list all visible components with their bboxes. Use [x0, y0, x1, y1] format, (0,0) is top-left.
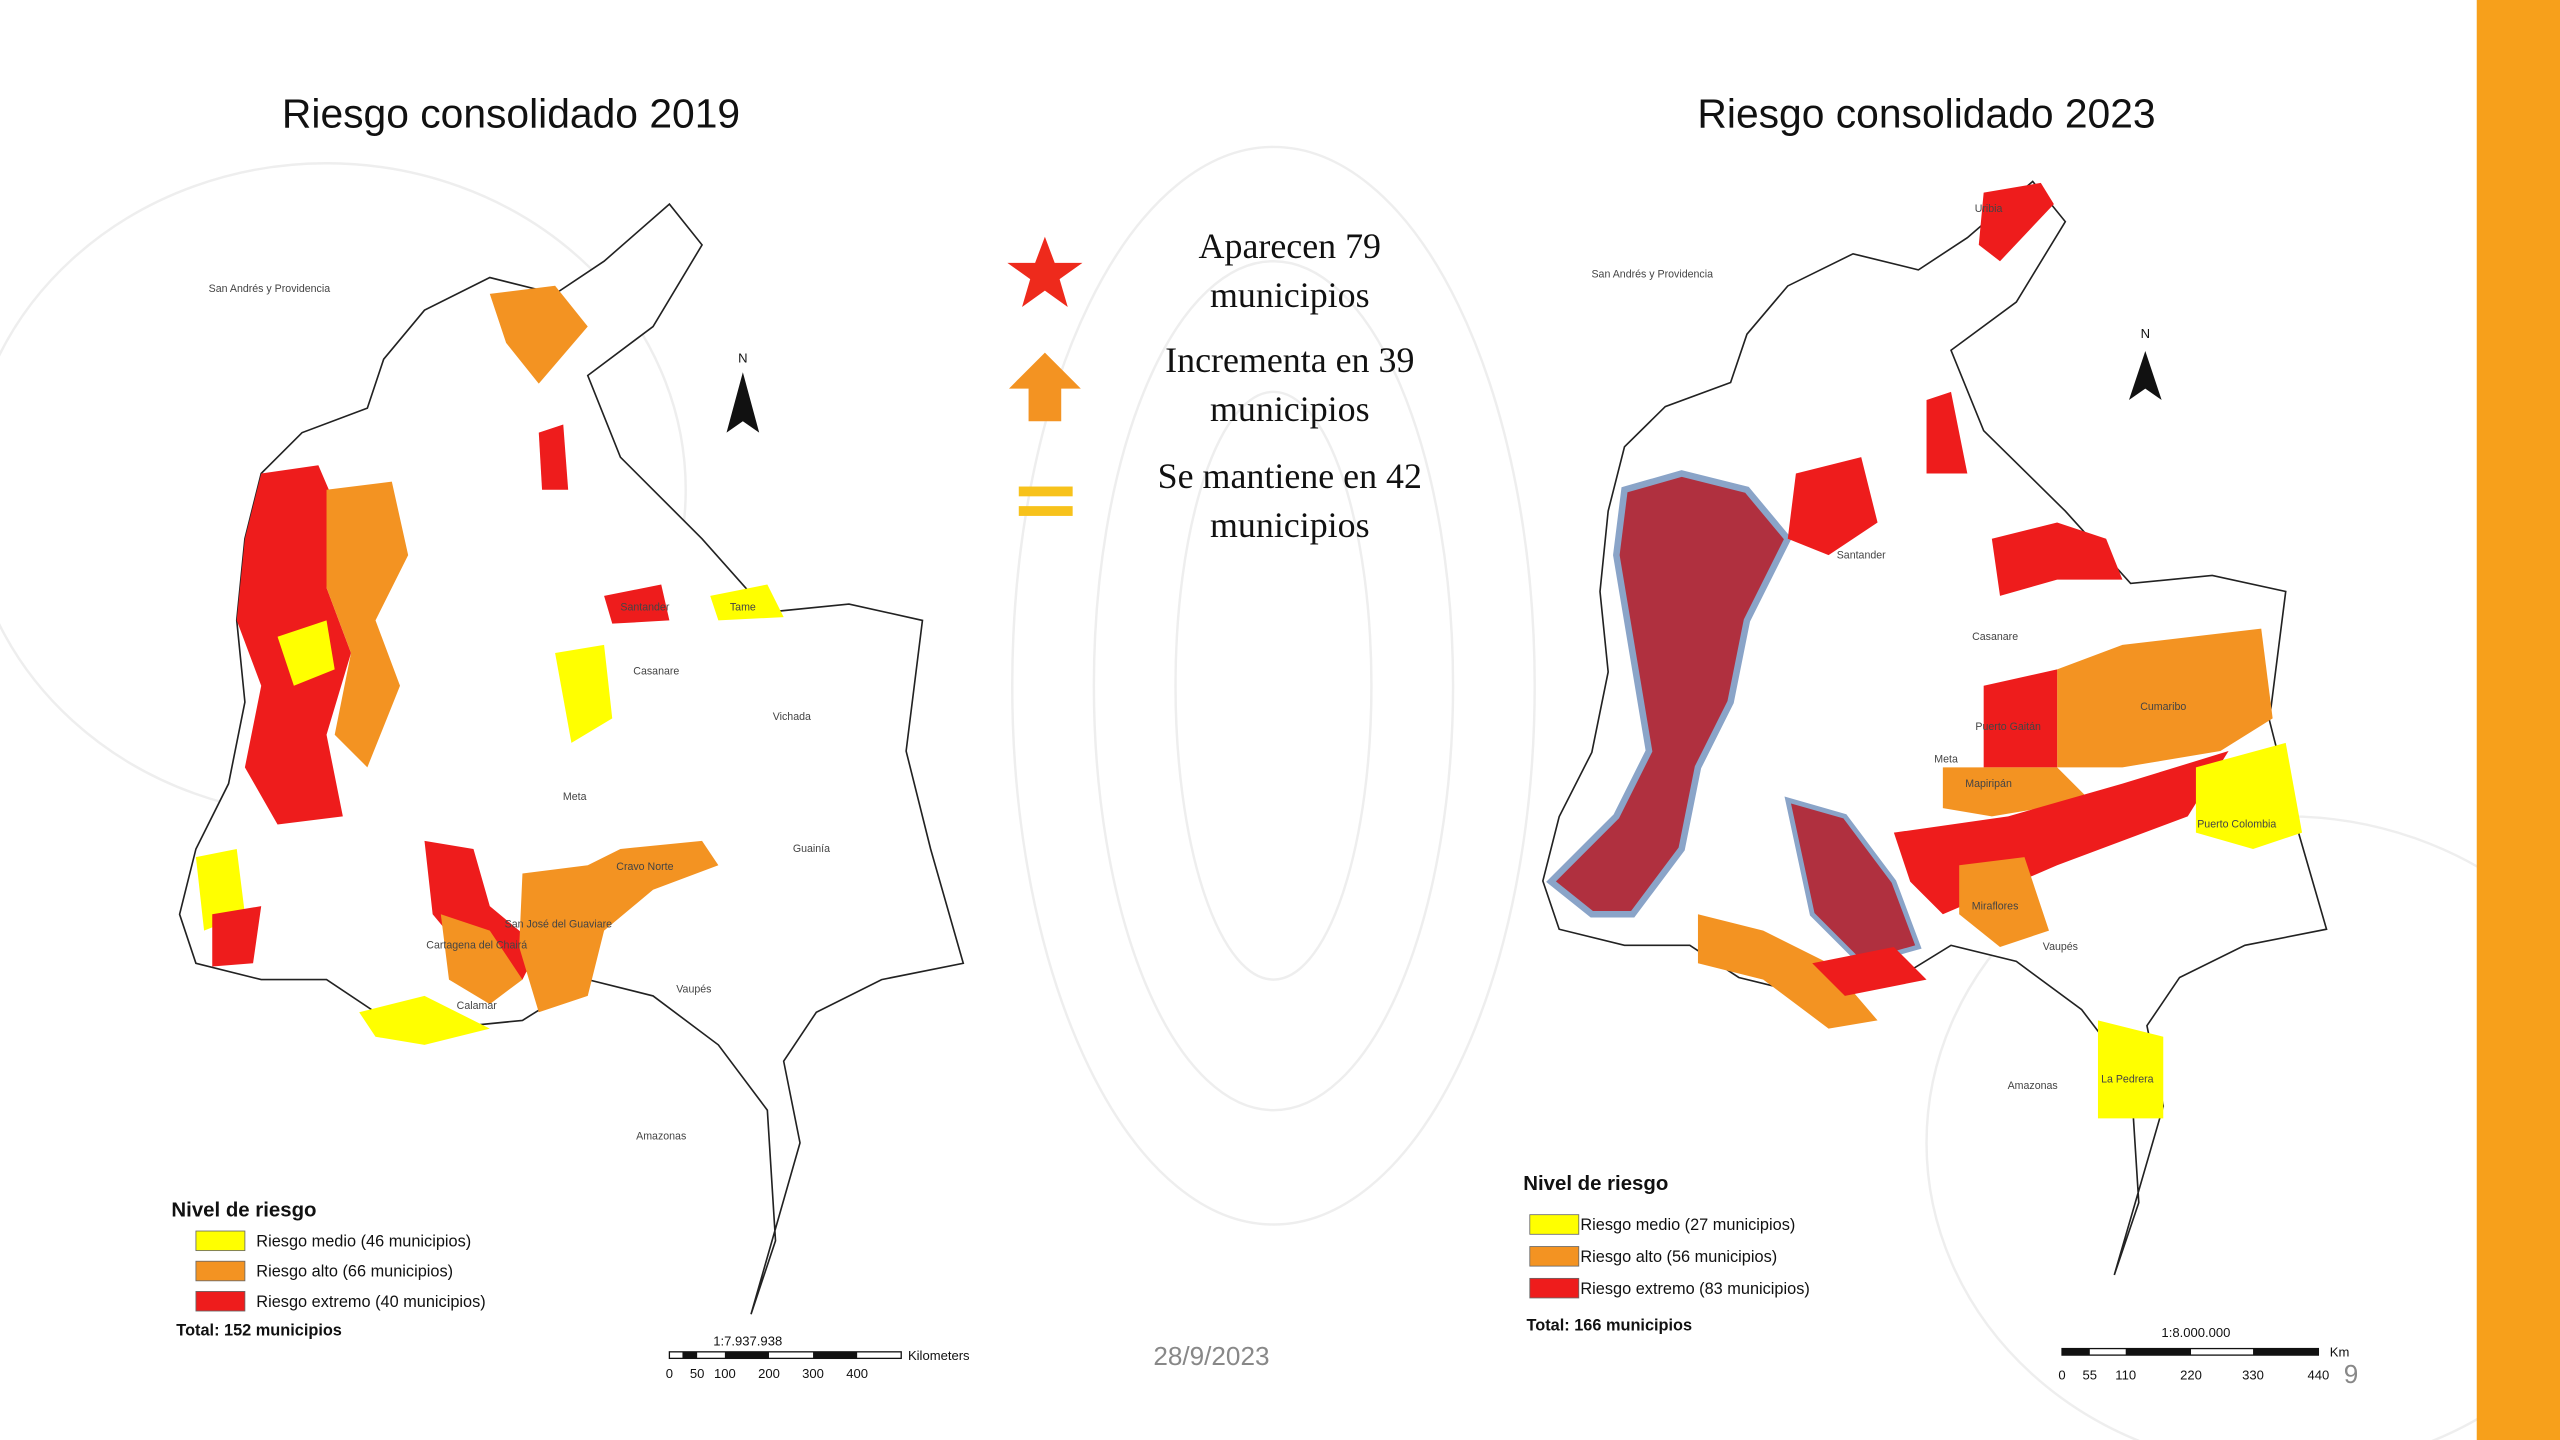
legend: Nivel de riesgo Riesgo medio (27 municipi… — [1523, 1173, 1810, 1334]
place-label: Puerto Colombia — [2197, 819, 2276, 831]
map-title: Riesgo consolidado 2023 — [1697, 90, 2155, 136]
scale-unit: Km — [2330, 1345, 2350, 1360]
scale-unit: Kilometers — [908, 1348, 970, 1363]
place-label: Vaupés — [2043, 941, 2078, 953]
country-outline — [178, 202, 965, 1315]
star-icon — [1007, 236, 1083, 307]
place-label: Puerto Gaitán — [1975, 721, 2041, 733]
legend-title: Nivel de riesgo — [171, 1199, 316, 1221]
scale-ratio: 1:7.937.938 — [713, 1333, 782, 1348]
risk-areas — [195, 285, 784, 1045]
place-label: San Andrés y Providencia — [1591, 269, 1713, 281]
place-label: San Andrés y Providencia — [209, 283, 331, 295]
legend-total: Total: 166 municipios — [1527, 1317, 1693, 1335]
legend-label: Riesgo alto (56 municipios) — [1580, 1248, 1777, 1266]
change-icons — [1007, 236, 1083, 516]
legend-swatch — [1529, 1214, 1580, 1235]
legend: Nivel de riesgo Riesgo medio (46 municipi… — [171, 1199, 485, 1339]
change-text: municipios — [1210, 275, 1370, 315]
place-label: Meta — [563, 791, 587, 803]
change-text: Aparecen 79 — [1199, 226, 1381, 266]
equal-icon — [1018, 486, 1073, 497]
scale-tick: 110 — [2115, 1368, 2136, 1383]
country-outline — [1542, 180, 2328, 1276]
accent-bar — [2476, 0, 2560, 1440]
legend-label: Riesgo medio (46 municipios) — [256, 1233, 471, 1251]
place-label: Santander — [1837, 549, 1886, 561]
place-label: Mapiripán — [1965, 778, 2012, 790]
scale-tick: 0 — [2058, 1368, 2065, 1383]
place-label: Amazonas — [2008, 1080, 2058, 1092]
scale-tick: 100 — [714, 1366, 736, 1381]
change-text: municipios — [1210, 505, 1370, 545]
place-label: Miraflores — [1972, 900, 2019, 912]
page-number: 9 — [2344, 1359, 2359, 1389]
north-label: N — [2141, 326, 2150, 341]
place-label: Calamar — [457, 1000, 498, 1012]
place-label: Cravo Norte — [616, 861, 673, 873]
scale-tick: 200 — [758, 1366, 780, 1381]
scale-bar: 1:7.937.938 Kilometers 0 50 100 200 300 400 — [666, 1333, 970, 1381]
map-2019: Nivel de riesgo Riesgo medio (46 municipi… — [171, 90, 970, 1381]
legend-label: Riesgo extremo (83 municipios) — [1580, 1280, 1809, 1298]
legend-label: Riesgo medio (27 municipios) — [1580, 1216, 1795, 1234]
risk-areas — [1546, 182, 2303, 1119]
scale-tick: 220 — [2180, 1368, 2202, 1383]
equal-icon — [1018, 506, 1073, 516]
north-arrow — [726, 372, 760, 433]
arrow-up-icon — [1008, 352, 1081, 422]
change-text: Incrementa en 39 — [1165, 340, 1414, 380]
place-label: Vaupés — [676, 984, 711, 996]
scale-tick: 330 — [2242, 1368, 2264, 1383]
legend-swatch — [1529, 1246, 1580, 1267]
place-label: Santander — [620, 602, 669, 614]
scale-tick: 440 — [2307, 1368, 2329, 1383]
scale-tick: 55 — [2083, 1368, 2098, 1383]
place-label: Tame — [730, 602, 756, 614]
place-label: Guainía — [793, 843, 830, 855]
scale-tick: 50 — [690, 1366, 705, 1381]
legend-swatch — [195, 1230, 246, 1252]
change-texts: Aparecen 79 municipios Incrementa en 39 mun… — [1158, 226, 1422, 545]
place-label: San José del Guaviare — [505, 918, 612, 930]
north-arrow — [2128, 351, 2162, 400]
place-label: Meta — [1934, 753, 1958, 765]
place-label: Casanare — [633, 665, 679, 677]
place-label: Cartagena del Chairá — [426, 940, 527, 952]
change-text: Se mantiene en 42 — [1158, 456, 1422, 496]
place-label: Cumaribo — [2140, 701, 2186, 713]
legend-swatch — [1529, 1277, 1580, 1299]
scale-bar: 1:8.000.000 Km 0 55 110 220 330 440 — [2058, 1325, 2349, 1382]
date: 28/9/2023 — [1153, 1341, 1269, 1371]
north-label: N — [738, 350, 747, 365]
map-2023: Nivel de riesgo Riesgo medio (27 municipi… — [1523, 90, 2349, 1382]
place-label: Vichada — [773, 711, 811, 723]
scale-tick: 300 — [802, 1366, 824, 1381]
legend-label: Riesgo extremo (40 municipios) — [256, 1293, 485, 1311]
place-label: Uribia — [1975, 203, 2003, 215]
scale-tick: 400 — [846, 1366, 868, 1381]
map-title: Riesgo consolidado 2019 — [282, 90, 740, 136]
legend-swatch — [195, 1291, 246, 1312]
place-label: La Pedrera — [2101, 1073, 2154, 1085]
legend-swatch — [195, 1260, 246, 1282]
legend-label: Riesgo alto (66 municipios) — [256, 1263, 453, 1281]
legend-title: Nivel de riesgo — [1523, 1173, 1668, 1195]
place-label: Casanare — [1972, 631, 2018, 643]
legend-total: Total: 152 municipios — [176, 1322, 342, 1340]
change-text: municipios — [1210, 389, 1370, 429]
scale-ratio: 1:8.000.000 — [2161, 1325, 2230, 1340]
scale-tick: 0 — [666, 1366, 673, 1381]
place-label: Amazonas — [636, 1131, 686, 1143]
